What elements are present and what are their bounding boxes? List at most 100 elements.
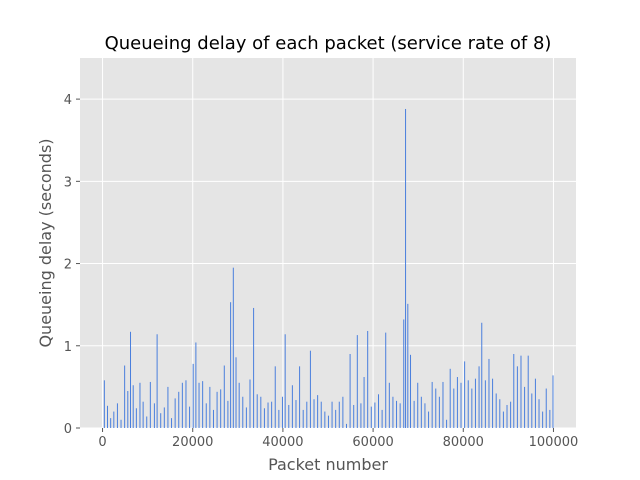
data-bar bbox=[309, 350, 311, 428]
x-tick-label: 0 bbox=[98, 435, 106, 450]
data-bar bbox=[209, 386, 211, 428]
data-bar bbox=[142, 401, 144, 428]
data-bar bbox=[399, 403, 401, 428]
data-bar bbox=[510, 401, 512, 428]
data-bar bbox=[317, 395, 319, 428]
data-bar bbox=[353, 404, 355, 428]
data-bar bbox=[420, 396, 422, 428]
data-bar bbox=[417, 382, 419, 428]
data-bar bbox=[527, 355, 529, 428]
data-bar bbox=[549, 409, 551, 428]
data-bar bbox=[349, 354, 351, 428]
data-bar bbox=[245, 407, 247, 428]
data-bar bbox=[356, 335, 358, 428]
data-bar bbox=[342, 396, 344, 428]
data-bar bbox=[392, 396, 394, 428]
data-bar bbox=[256, 394, 258, 428]
data-bar bbox=[195, 342, 197, 428]
data-bar bbox=[320, 401, 322, 428]
bars-group bbox=[103, 108, 554, 428]
data-bar bbox=[124, 365, 126, 428]
data-bar bbox=[453, 388, 455, 428]
data-bar bbox=[520, 355, 522, 428]
data-bar bbox=[230, 302, 232, 428]
data-bar bbox=[313, 399, 315, 428]
data-bar bbox=[552, 375, 554, 428]
data-bar bbox=[146, 416, 148, 428]
data-bar bbox=[502, 411, 504, 428]
data-bar bbox=[524, 386, 526, 428]
data-bar bbox=[267, 402, 269, 428]
x-tick-label: 80000 bbox=[443, 435, 484, 450]
data-bar bbox=[442, 381, 444, 428]
data-bar bbox=[456, 377, 458, 428]
data-bar bbox=[271, 401, 273, 428]
data-bar bbox=[378, 394, 380, 428]
x-tick-label: 100000 bbox=[529, 435, 579, 450]
data-bar bbox=[227, 400, 229, 428]
data-bar bbox=[367, 330, 369, 428]
data-bar bbox=[160, 413, 162, 428]
data-bar bbox=[446, 419, 448, 428]
data-bar bbox=[460, 382, 462, 428]
data-bar bbox=[130, 331, 132, 428]
data-bar bbox=[299, 366, 301, 428]
data-bar bbox=[295, 400, 297, 428]
y-tick-label: 4 bbox=[64, 93, 72, 108]
data-bar bbox=[407, 303, 409, 428]
data-bar bbox=[396, 400, 398, 428]
data-bar bbox=[474, 378, 476, 428]
data-bar bbox=[431, 381, 433, 428]
data-bar bbox=[513, 354, 515, 428]
data-bar bbox=[216, 391, 218, 428]
data-bar bbox=[153, 403, 155, 428]
data-bar bbox=[192, 363, 194, 428]
data-bar bbox=[253, 307, 255, 428]
data-bar bbox=[374, 402, 376, 428]
plot-area-background bbox=[80, 58, 576, 428]
data-bar bbox=[116, 403, 118, 428]
data-bar bbox=[103, 380, 105, 428]
data-bar bbox=[499, 399, 501, 428]
data-bar bbox=[156, 334, 158, 428]
data-bar bbox=[538, 399, 540, 428]
data-bar bbox=[212, 409, 214, 428]
data-bar bbox=[185, 380, 187, 428]
data-bar bbox=[107, 405, 109, 428]
data-bar bbox=[495, 393, 497, 428]
data-bar bbox=[171, 418, 173, 428]
data-bar bbox=[464, 361, 466, 428]
data-bar bbox=[260, 396, 262, 428]
data-bar bbox=[484, 380, 486, 428]
data-bar bbox=[403, 319, 405, 428]
data-bar bbox=[449, 368, 451, 428]
data-bar bbox=[481, 322, 483, 428]
x-tick-label: 20000 bbox=[172, 435, 213, 450]
data-bar bbox=[163, 407, 165, 428]
data-bar bbox=[345, 423, 347, 428]
data-bar bbox=[360, 403, 362, 428]
data-bar bbox=[531, 393, 533, 428]
data-bar bbox=[324, 411, 326, 428]
data-bar bbox=[284, 334, 286, 428]
data-bar bbox=[181, 382, 183, 428]
data-bar bbox=[139, 382, 141, 428]
data-bar bbox=[506, 404, 508, 428]
y-tick-label: 0 bbox=[64, 422, 72, 437]
data-bar bbox=[238, 382, 240, 428]
data-bar bbox=[132, 385, 134, 428]
data-bar bbox=[263, 408, 265, 428]
data-bar bbox=[545, 388, 547, 428]
data-bar bbox=[232, 267, 234, 428]
data-bar bbox=[178, 391, 180, 428]
x-tick-label: 40000 bbox=[262, 435, 303, 450]
data-bar bbox=[488, 358, 490, 428]
data-bar bbox=[471, 388, 473, 428]
data-bar bbox=[381, 409, 383, 428]
data-bar bbox=[492, 378, 494, 428]
data-bar bbox=[542, 411, 544, 428]
data-bar bbox=[291, 385, 293, 428]
data-bar bbox=[385, 332, 387, 428]
data-bar bbox=[120, 419, 122, 428]
